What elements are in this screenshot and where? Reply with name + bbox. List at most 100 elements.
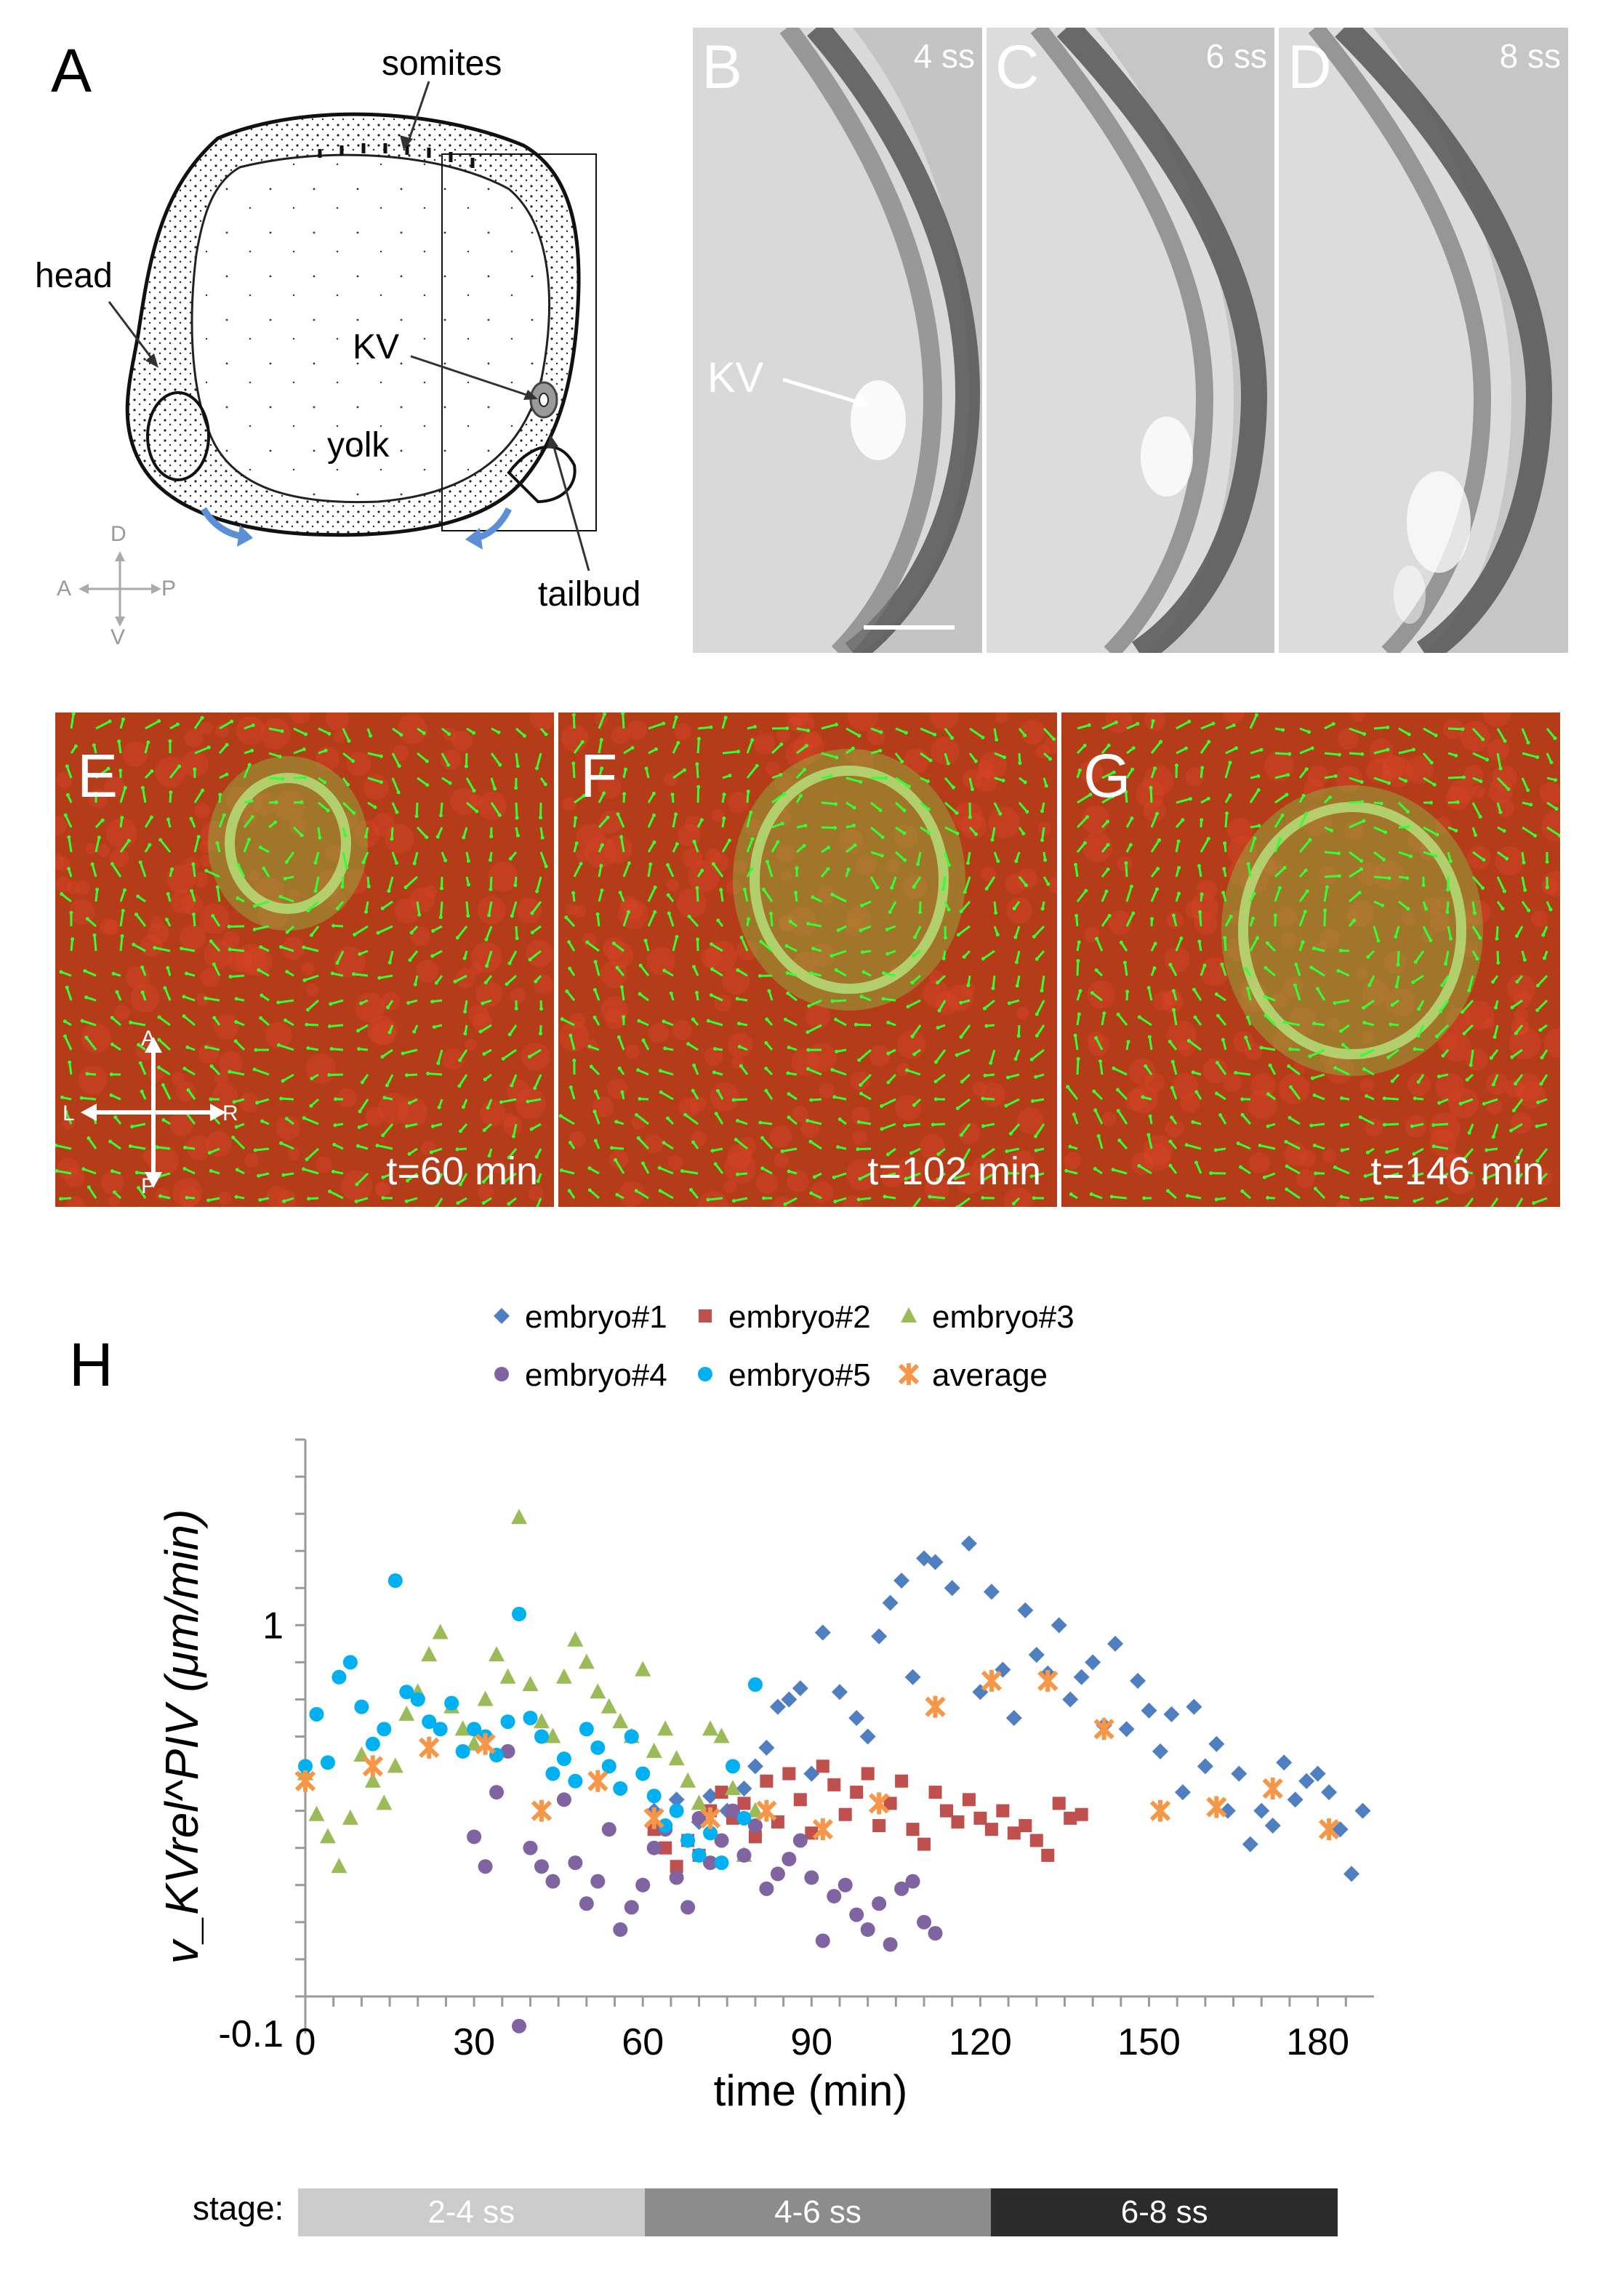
point-embryo5: [556, 1751, 571, 1767]
point-embryo1: [781, 1691, 798, 1708]
point-embryo3: [590, 1683, 606, 1699]
point-embryo5: [354, 1699, 369, 1714]
point-embryo4: [478, 1859, 493, 1874]
point-embryo4: [534, 1859, 549, 1874]
point-embryo4: [680, 1900, 696, 1915]
point-embryo4: [568, 1855, 583, 1871]
point-embryo5: [658, 1818, 673, 1834]
point-embryo1: [944, 1580, 960, 1597]
point-embryo4: [860, 1922, 875, 1938]
point-embryo4: [523, 1840, 538, 1855]
inset-box: [441, 153, 597, 531]
x-tick-label: 30: [453, 2021, 495, 2063]
point-embryo3: [308, 1805, 325, 1821]
point-embryo2: [1064, 1811, 1077, 1825]
legend-marker-embryo3: [901, 1307, 917, 1322]
panel-c: C 6 ss: [987, 28, 1274, 653]
panel-d: D 8 ss: [1279, 28, 1568, 653]
point-average: [294, 1770, 316, 1792]
point-average: [981, 1669, 1003, 1692]
panel-f-label: F: [580, 742, 618, 810]
point-embryo5: [534, 1729, 549, 1744]
point-embryo5: [579, 1722, 594, 1737]
point-embryo5: [703, 1826, 718, 1841]
point-embryo3: [725, 1779, 741, 1795]
point-embryo4: [872, 1896, 887, 1911]
point-embryo1: [1276, 1754, 1293, 1771]
point-embryo5: [590, 1740, 606, 1755]
panel-h-label: H: [69, 1330, 113, 1399]
x-tick-label: 120: [949, 2021, 1012, 2063]
point-embryo4: [624, 1900, 639, 1915]
point-embryo3: [635, 1661, 651, 1677]
point-embryo2: [917, 1837, 931, 1851]
kv-label-b: KV: [707, 354, 764, 401]
legend-label-embryo2: embryo#2: [728, 1299, 871, 1335]
point-embryo1: [1197, 1758, 1213, 1775]
point-embryo1: [960, 1535, 977, 1552]
point-embryo1: [1005, 1709, 1022, 1726]
point-embryo2: [962, 1793, 976, 1807]
point-embryo2: [782, 1767, 796, 1781]
point-embryo2: [760, 1774, 774, 1788]
panel-f-time: t=102 min: [867, 1149, 1041, 1193]
point-embryo3: [522, 1676, 539, 1692]
point-embryo5: [523, 1710, 538, 1725]
point-embryo1: [1287, 1791, 1303, 1808]
axis-a: A: [57, 577, 72, 601]
stage-segment: 6-8 ss: [991, 2188, 1338, 2236]
point-average: [925, 1695, 946, 1718]
point-embryo5: [635, 1766, 651, 1781]
x-tick-label: 150: [1117, 2021, 1181, 2063]
panel-g-time: t=146 min: [1370, 1149, 1544, 1193]
axis-p-e: P: [141, 1174, 156, 1198]
panel-b-stage: 4 ss: [913, 37, 975, 75]
point-embryo2: [1052, 1797, 1066, 1810]
point-embryo4: [905, 1874, 920, 1889]
point-embryo1: [1231, 1765, 1248, 1782]
point-embryo1: [1028, 1647, 1045, 1663]
legend-label-average: average: [932, 1357, 1048, 1393]
point-embryo2: [1029, 1834, 1043, 1847]
point-embryo1: [1321, 1784, 1338, 1801]
panel-e: E A P L R t=60 min: [55, 713, 554, 1207]
point-embryo2: [748, 1830, 762, 1844]
panel-e-label: E: [77, 742, 118, 810]
stage-segment: 4-6 ss: [644, 2188, 992, 2236]
point-embryo3: [691, 1794, 707, 1810]
point-embryo5: [714, 1855, 729, 1871]
point-embryo3: [680, 1772, 696, 1788]
point-embryo2: [951, 1815, 965, 1829]
point-embryo5: [410, 1692, 425, 1707]
point-embryo1: [758, 1739, 775, 1756]
point-embryo3: [376, 1794, 393, 1810]
point-embryo2: [827, 1778, 841, 1791]
point-embryo1: [1343, 1866, 1360, 1882]
point-embryo1: [1152, 1743, 1168, 1759]
point-embryo1: [1062, 1691, 1079, 1708]
panel-e-time: t=60 min: [386, 1149, 538, 1193]
point-embryo5: [691, 1847, 707, 1863]
legend-marker-embryo1: [494, 1308, 510, 1324]
point-embryo5: [680, 1833, 696, 1848]
point-average: [362, 1755, 383, 1778]
head-shape: [146, 391, 210, 481]
point-embryo4: [883, 1937, 898, 1952]
point-average: [531, 1799, 553, 1822]
axis-v: V: [111, 625, 126, 649]
point-embryo1: [747, 1758, 763, 1775]
point-embryo3: [545, 1727, 561, 1743]
point-embryo1: [1130, 1672, 1146, 1689]
point-embryo2: [816, 1759, 829, 1773]
point-embryo5: [387, 1573, 403, 1589]
point-embryo3: [454, 1720, 471, 1736]
point-embryo5: [669, 1803, 684, 1818]
point-embryo3: [466, 1735, 483, 1751]
panel-d-label: D: [1287, 33, 1332, 101]
point-embryo2: [670, 1860, 683, 1874]
point-embryo3: [657, 1720, 674, 1736]
point-embryo1: [803, 1765, 820, 1782]
point-embryo2: [1007, 1826, 1021, 1840]
point-embryo3: [555, 1668, 572, 1684]
axis-p: P: [161, 577, 177, 601]
